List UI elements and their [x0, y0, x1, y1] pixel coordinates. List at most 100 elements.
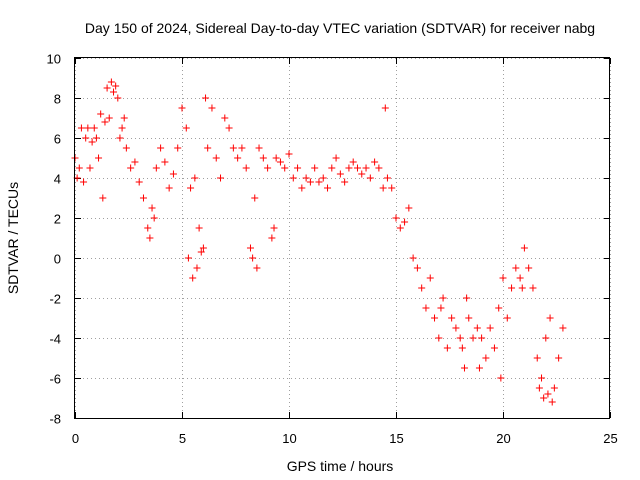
data-point: [101, 118, 109, 126]
y-tick-label: 4: [54, 172, 61, 187]
data-point: [152, 164, 160, 172]
data-point: [285, 150, 293, 158]
y-tick-label: 0: [54, 252, 61, 267]
data-point: [533, 354, 541, 362]
data-point: [371, 158, 379, 166]
data-point: [525, 264, 533, 272]
data-point: [520, 244, 528, 252]
y-tick-label: -4: [49, 332, 61, 347]
data-point: [112, 82, 120, 90]
data-point: [86, 164, 94, 172]
data-point: [161, 158, 169, 166]
data-point: [336, 170, 344, 178]
y-tick-label: 10: [47, 52, 61, 67]
x-tick-label: 15: [389, 431, 403, 446]
plot-frame: [74, 57, 610, 419]
data-point: [345, 164, 353, 172]
grid-lines: [75, 58, 611, 419]
data-point: [253, 264, 261, 272]
data-point: [435, 334, 443, 342]
x-tick-label: 10: [282, 431, 296, 446]
data-point: [259, 154, 267, 162]
x-ticks: 0 5 10 15 20 25: [72, 58, 618, 446]
data-point: [546, 314, 554, 322]
data-point: [242, 164, 250, 172]
data-point: [208, 104, 216, 112]
data-point: [332, 154, 340, 162]
data-point: [375, 164, 383, 172]
data-point: [315, 178, 323, 186]
data-point: [431, 314, 439, 322]
data-point: [499, 274, 507, 282]
data-point: [268, 234, 276, 242]
data-point: [95, 154, 103, 162]
data-point: [302, 174, 310, 182]
data-point: [458, 344, 466, 352]
data-point: [392, 214, 400, 222]
data-point: [497, 374, 505, 382]
data-point: [157, 144, 165, 152]
data-point: [324, 184, 332, 192]
data-point: [409, 254, 417, 262]
data-point: [217, 174, 225, 182]
data-point: [550, 384, 558, 392]
data-point: [366, 174, 374, 182]
data-point: [92, 134, 100, 142]
data-point: [465, 314, 473, 322]
data-point: [105, 114, 113, 122]
y-tick-label: 8: [54, 92, 61, 107]
data-point: [289, 174, 297, 182]
data-point: [486, 324, 494, 332]
y-tick-label: 2: [54, 212, 61, 227]
data-point: [544, 390, 552, 398]
data-point: [559, 324, 567, 332]
data-point: [249, 254, 257, 262]
data-point: [413, 264, 421, 272]
data-point: [199, 244, 207, 252]
data-point: [116, 134, 124, 142]
data-point: [195, 224, 203, 232]
data-point: [88, 138, 96, 146]
data-point: [150, 214, 158, 222]
data-point: [306, 178, 314, 186]
data-point: [118, 124, 126, 132]
data-point: [148, 204, 156, 212]
data-point: [401, 218, 409, 226]
data-point: [452, 324, 460, 332]
data-point: [270, 224, 278, 232]
data-point: [272, 154, 280, 162]
data-point: [122, 144, 130, 152]
data-point: [75, 164, 83, 172]
data-point: [396, 224, 404, 232]
data-point: [538, 374, 546, 382]
data-point: [276, 158, 284, 166]
data-point: [540, 394, 548, 402]
data-point: [473, 324, 481, 332]
data-point: [311, 164, 319, 172]
y-tick-label: -6: [49, 372, 61, 387]
data-point: [294, 164, 302, 172]
data-point: [77, 124, 85, 132]
data-point: [229, 144, 237, 152]
data-point: [381, 104, 389, 112]
data-point: [127, 164, 135, 172]
data-point: [448, 314, 456, 322]
y-tick-label: 6: [54, 132, 61, 147]
data-point: [82, 134, 90, 142]
x-tick-label: 0: [72, 431, 79, 446]
data-point: [189, 274, 197, 282]
data-point: [146, 234, 154, 242]
data-point: [184, 254, 192, 262]
data-point: [234, 154, 242, 162]
data-point: [529, 284, 537, 292]
data-point: [463, 294, 471, 302]
y-axis-label: SDTVAR / TECUs: [5, 182, 21, 294]
data-point: [221, 114, 229, 122]
data-point: [80, 178, 88, 186]
data-point: [490, 344, 498, 352]
data-point: [460, 364, 468, 372]
data-point: [238, 144, 246, 152]
data-point: [482, 354, 490, 362]
data-point: [516, 274, 524, 282]
